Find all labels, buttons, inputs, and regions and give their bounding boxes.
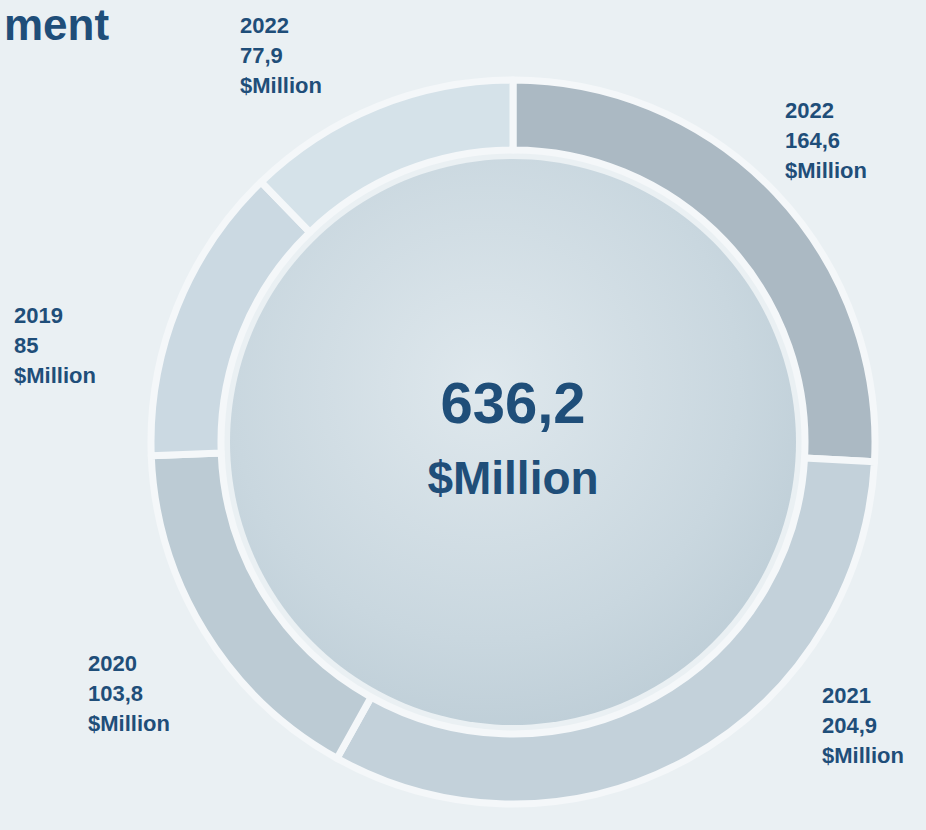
svg-text:2022: 2022 [240,13,289,38]
svg-text:$Million: $Million [14,363,96,388]
svg-text:2022: 2022 [785,98,834,123]
svg-text:85: 85 [14,333,38,358]
svg-text:2021: 2021 [822,683,871,708]
svg-text:77,9: 77,9 [240,43,283,68]
svg-text:103,8: 103,8 [88,681,143,706]
svg-text:$Million: $Million [822,743,904,768]
svg-text:636,2: 636,2 [440,370,585,435]
svg-text:164,6: 164,6 [785,128,840,153]
svg-text:2020: 2020 [88,651,137,676]
svg-text:$Million: $Million [785,158,867,183]
svg-text:204,9: 204,9 [822,713,877,738]
svg-text:$Million: $Million [427,452,598,504]
svg-text:$Million: $Million [88,711,170,736]
svg-text:ment: ment [4,0,109,49]
svg-text:$Million: $Million [240,73,322,98]
svg-text:2019: 2019 [14,303,63,328]
